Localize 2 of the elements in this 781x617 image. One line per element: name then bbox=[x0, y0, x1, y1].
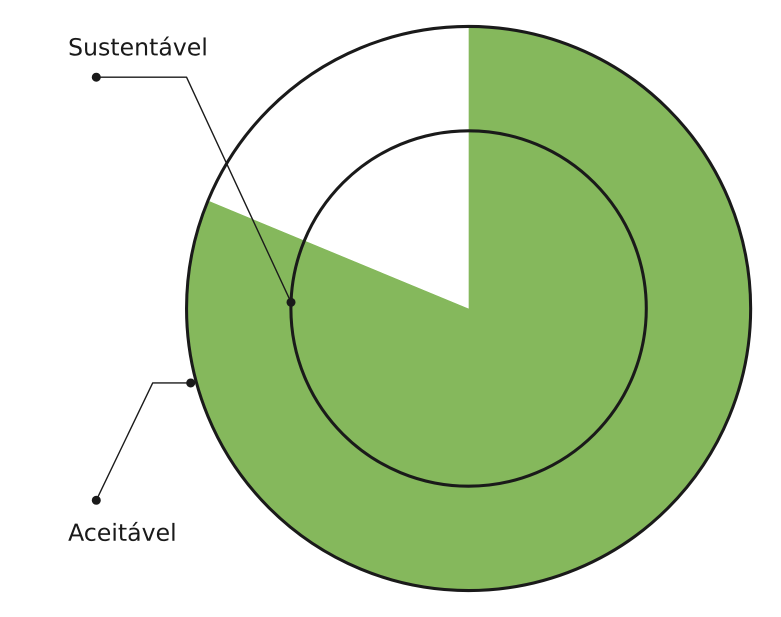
text: Aceitável bbox=[68, 522, 174, 542]
text: Sustentável bbox=[70, 36, 206, 56]
